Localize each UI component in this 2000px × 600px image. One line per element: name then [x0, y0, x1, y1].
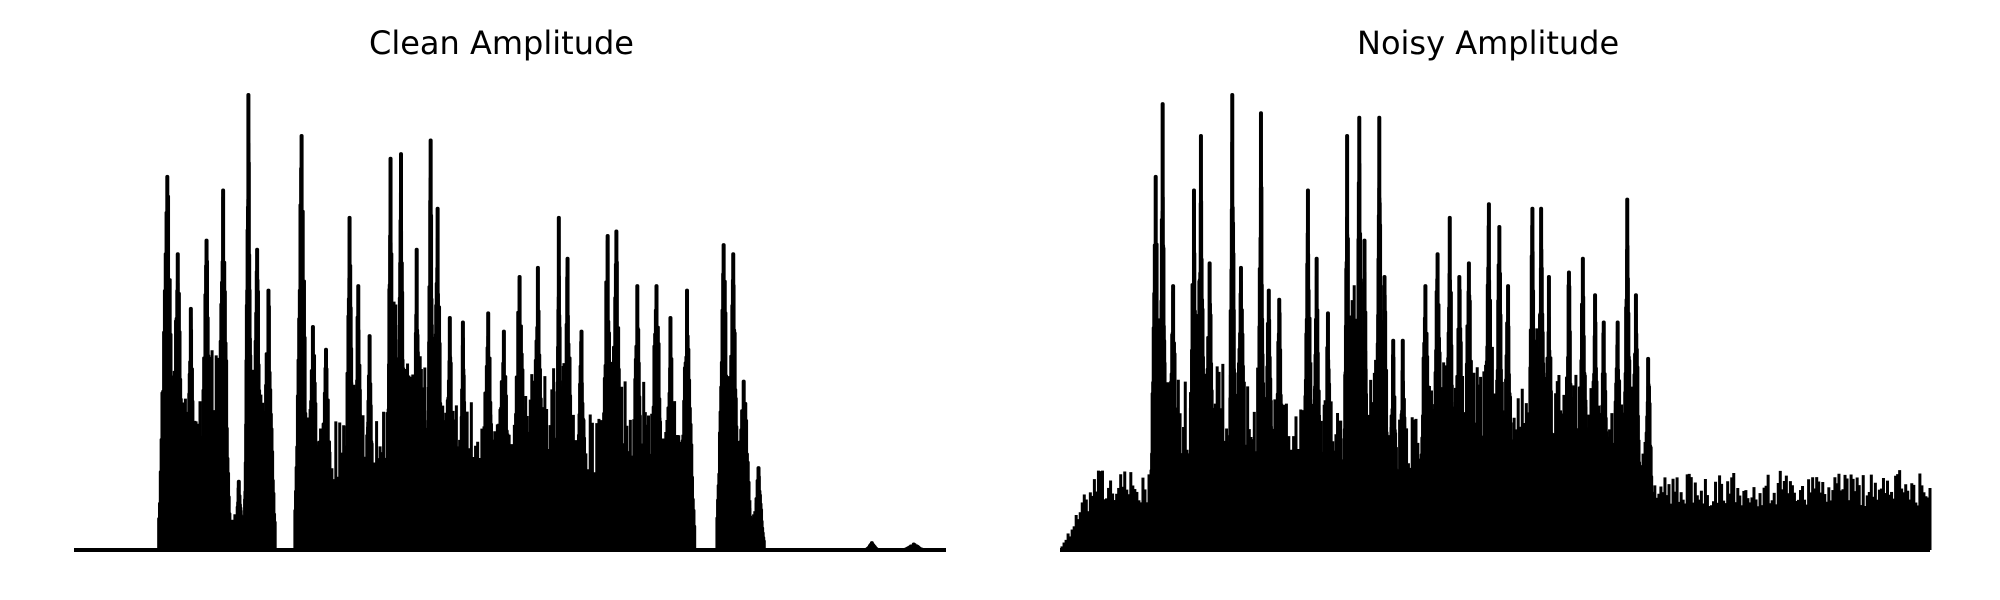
amplitude-peak: [1640, 356, 1656, 552]
amplitude-peak: [663, 315, 688, 552]
amplitude-peak: [864, 541, 880, 552]
amplitude-peak: [1202, 261, 1232, 552]
amplitude-peak: [1165, 284, 1194, 552]
noisy-amplitude-chart: [1060, 93, 1932, 552]
amplitude-peak: [1301, 188, 1318, 552]
chart-title: Clean Amplitude: [369, 24, 634, 62]
amplitude-peak: [1157, 102, 1174, 552]
clean-amplitude-panel: Clean Amplitude: [74, 24, 946, 552]
amplitude-peak: [1452, 275, 1470, 552]
amplitude-peak: [902, 542, 925, 552]
chart-title: Noisy Amplitude: [1357, 24, 1620, 62]
clean-amplitude-chart: [74, 93, 946, 552]
amplitude-peak: [317, 347, 350, 552]
noisy-amplitude-panel: Noisy Amplitude: [1000, 0, 2000, 600]
amplitude-peak: [733, 379, 759, 552]
amplitude-peak: [677, 288, 697, 552]
amplitude-peak: [1500, 284, 1532, 552]
amplitude-peak: [751, 466, 766, 552]
amplitude-peak: [1148, 174, 1164, 552]
amplitude-peak: [260, 288, 277, 552]
amplitude-peak: [351, 284, 371, 552]
amplitude-peak: [479, 311, 505, 552]
amplitude-peak: [363, 334, 391, 552]
amplitude-peak: [1271, 297, 1308, 552]
amplitude-peak: [214, 188, 239, 552]
amplitude-peak: [528, 265, 559, 552]
amplitude-peak: [1461, 261, 1489, 552]
amplitude-peak: [1628, 293, 1649, 552]
